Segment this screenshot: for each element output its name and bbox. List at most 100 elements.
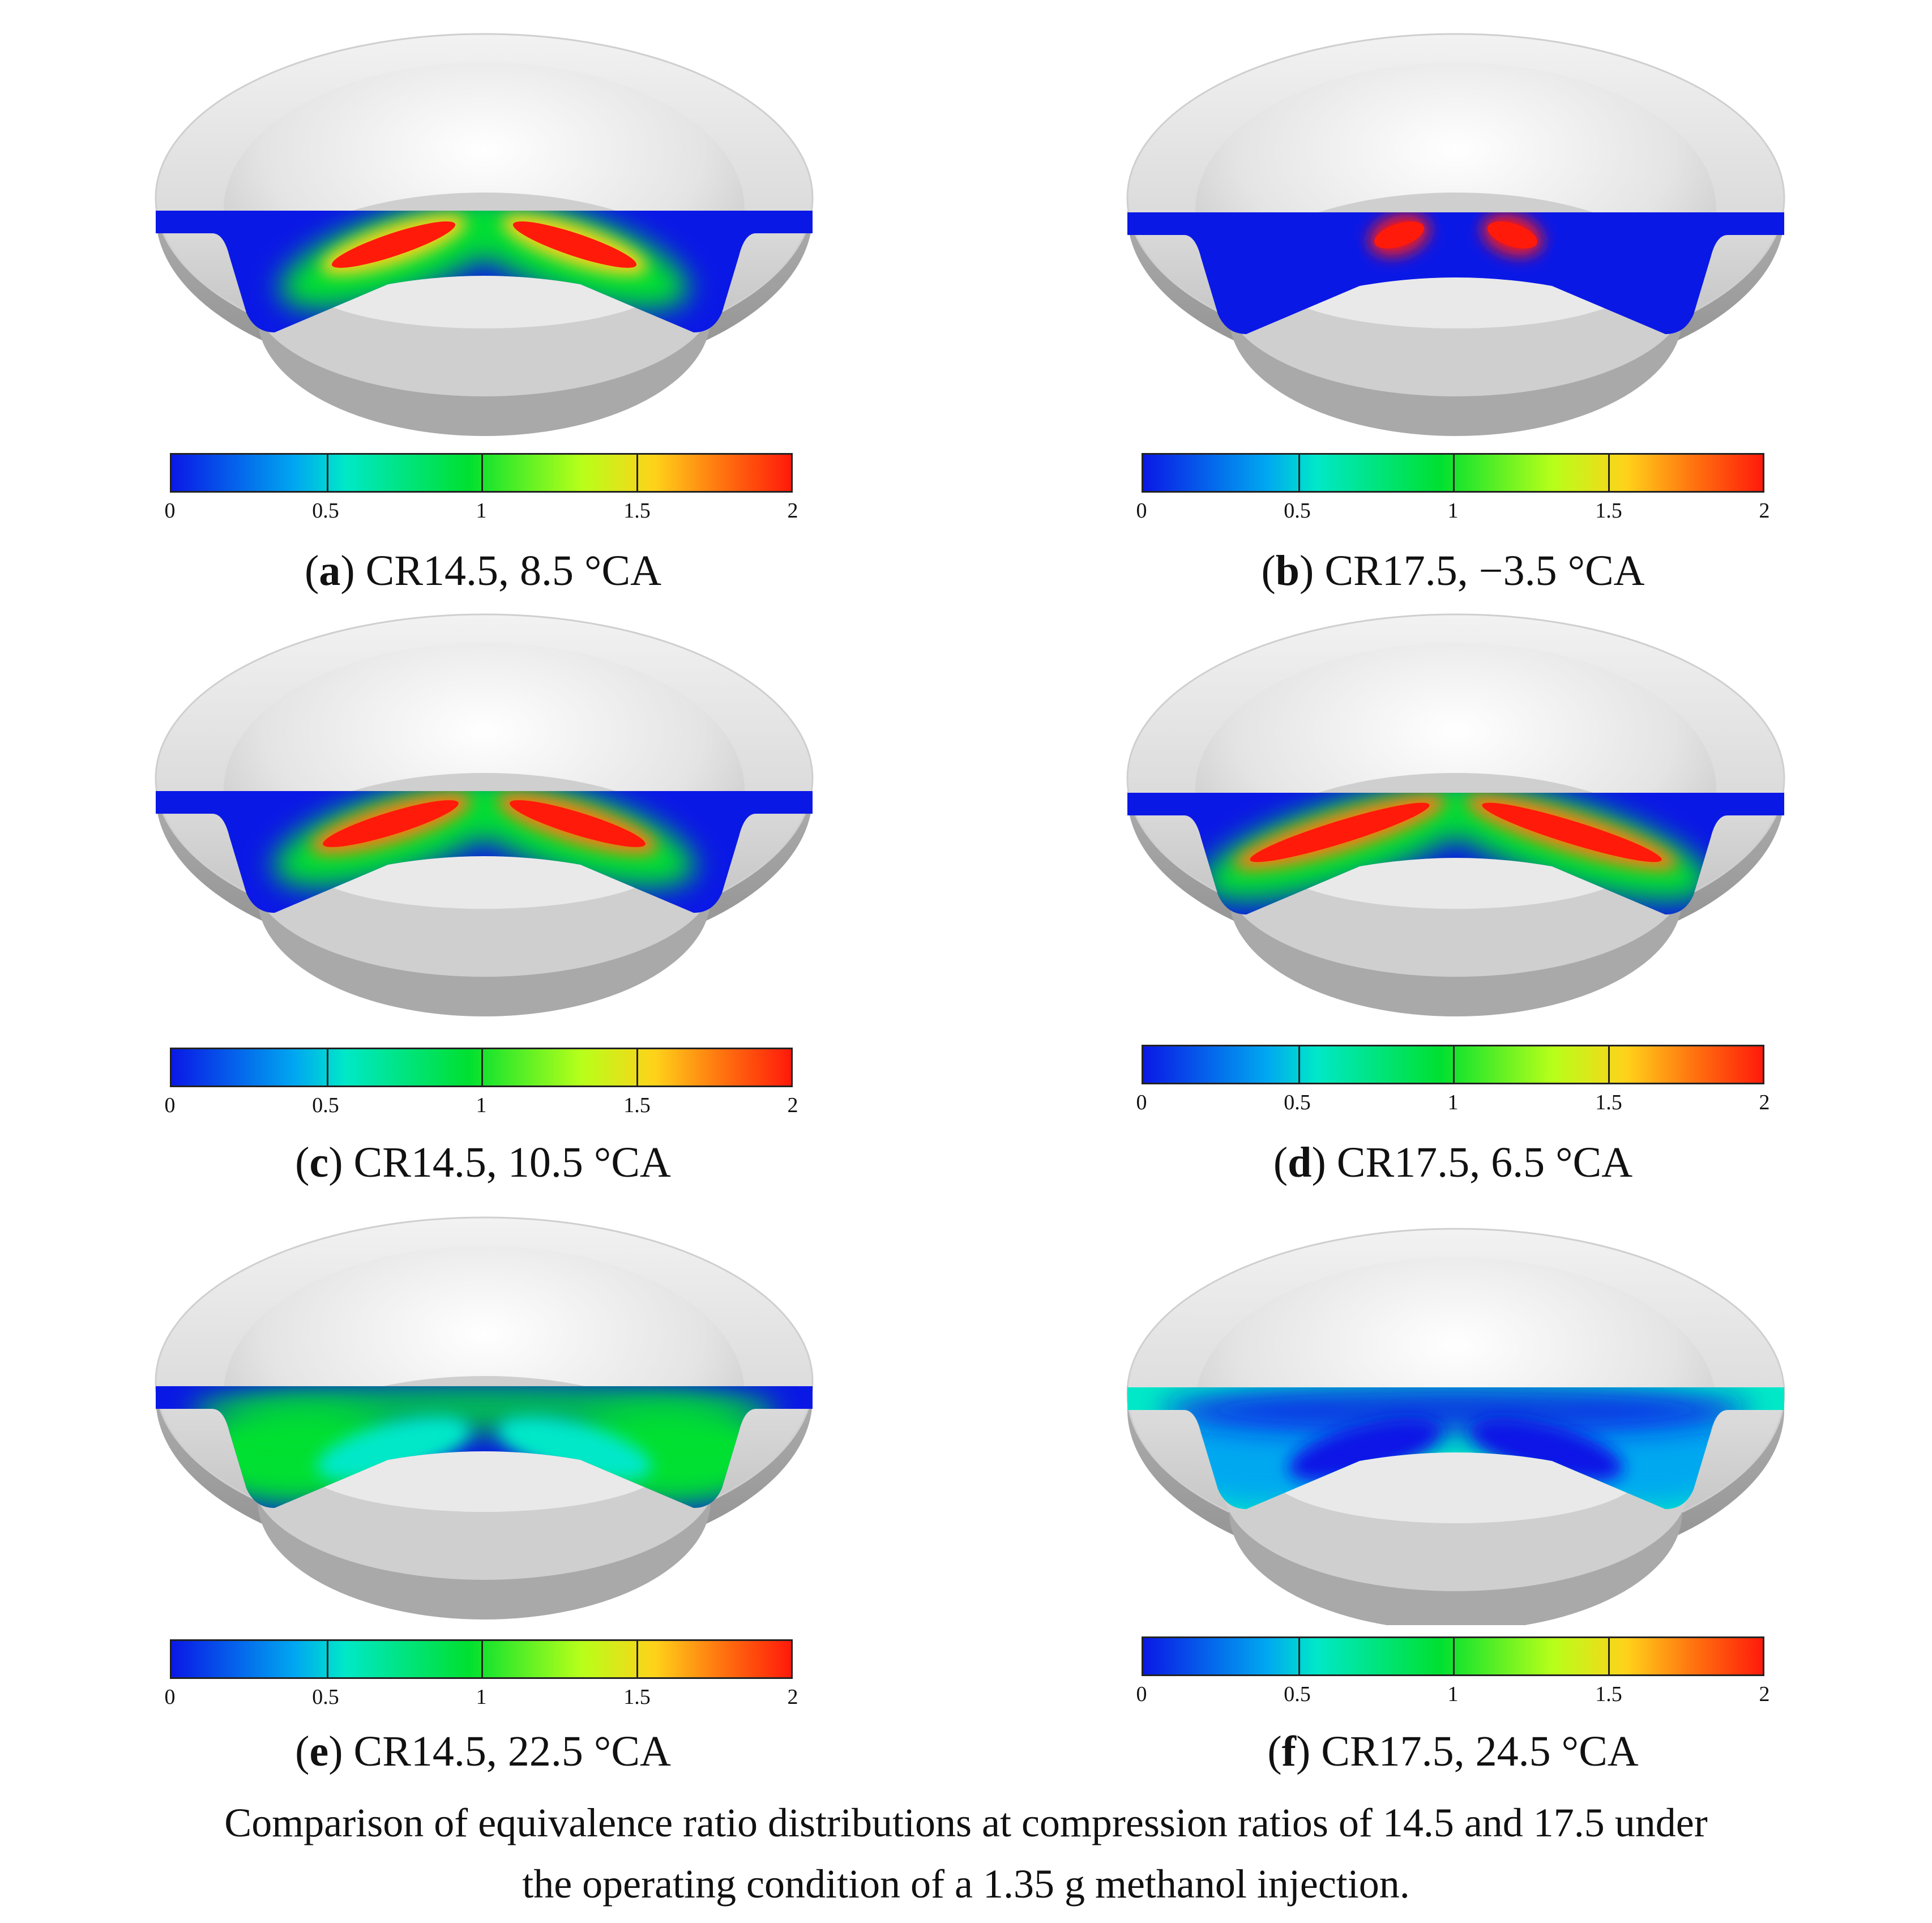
panel-d: 0 0.5 1 1.5 2 (d) CR17.5, 6.5 °CA	[966, 592, 1932, 1186]
panel-label: (f) CR17.5, 24.5 °CA	[1267, 1728, 1639, 1775]
caption-line-1: Comparison of equivalence ratio distribu…	[224, 1800, 1708, 1845]
colorbar-tick-mark	[1453, 1638, 1455, 1674]
contour-jet-core-right	[1487, 221, 1538, 249]
colorbar-tick-mark	[636, 1049, 638, 1086]
colorbar-tick-label: 1	[1447, 1091, 1459, 1114]
panel-label: (d) CR17.5, 6.5 °CA	[1273, 1139, 1633, 1186]
colorbar-tick-label: 2	[787, 1685, 798, 1709]
contour-jet-core-left	[1374, 221, 1425, 249]
contour-blob	[317, 1416, 471, 1481]
colorbar	[170, 453, 793, 493]
panel-e: 0 0.5 1 1.5 2 (e) CR14.5, 22.5 °CA	[0, 1183, 966, 1775]
piston-bowl-figure	[1126, 1228, 1785, 1625]
colorbar-tick-label: 0	[1136, 499, 1147, 523]
colorbar-tick-mark	[636, 455, 638, 491]
panel-c: 0 0.5 1 1.5 2 (c) CR14.5, 10.5 °CA	[0, 592, 966, 1186]
colorbar-tick-mark	[1453, 455, 1455, 491]
colorbar-tick-label: 2	[787, 499, 798, 523]
contour-blob	[1288, 1417, 1442, 1482]
caption-line-2: the operating condition of a 1.35 g meth…	[522, 1861, 1410, 1907]
colorbar-tick-mark	[326, 1641, 328, 1677]
panel-label: (a) CR14.5, 8.5 °CA	[305, 547, 661, 595]
panel-a: 0 0.5 1 1.5 2 (a) CR14.5, 8.5 °CA	[0, 0, 966, 595]
panel-condition: CR14.5, 8.5 °CA	[365, 547, 661, 595]
piston-bowl-figure	[155, 613, 814, 1016]
panel-condition: CR17.5, 6.5 °CA	[1336, 1139, 1633, 1186]
piston-bowl-figure	[155, 33, 814, 436]
panel-condition: CR14.5, 10.5 °CA	[353, 1139, 671, 1186]
colorbar-tick-label: 1.5	[1595, 499, 1622, 523]
colorbar-tick-mark	[636, 1641, 638, 1677]
colorbar-tick-mark	[1298, 455, 1300, 491]
colorbar-tick-label: 2	[1759, 499, 1770, 523]
colorbar-tick-mark	[481, 1641, 483, 1677]
colorbar-tick-label: 0.5	[312, 499, 339, 523]
contour-blob	[498, 1416, 652, 1481]
colorbar	[1142, 1045, 1764, 1084]
colorbar-tick-label: 1	[476, 1685, 487, 1709]
colorbar-tick-label: 0	[164, 1685, 176, 1709]
panel-condition: CR17.5, 24.5 °CA	[1321, 1728, 1639, 1775]
colorbar-tick-label: 1	[1447, 499, 1459, 523]
colorbar-tick-label: 0	[1136, 1091, 1147, 1114]
colorbar-tick-label: 2	[1759, 1091, 1770, 1114]
panel-condition: CR17.5, −3.5 °CA	[1324, 547, 1645, 595]
colorbar-tick-label: 1	[476, 499, 487, 523]
figure-caption: Comparison of equivalence ratio distribu…	[0, 1792, 1932, 1915]
piston-bowl-figure	[1126, 33, 1785, 436]
colorbar-tick-label: 1	[476, 1093, 487, 1117]
colorbar-tick-label: 0	[164, 499, 176, 523]
colorbar-tick-label: 1	[1447, 1682, 1459, 1706]
panel-condition: CR14.5, 22.5 °CA	[353, 1728, 671, 1775]
colorbar-tick-label: 0.5	[312, 1093, 339, 1117]
colorbar	[1142, 1636, 1764, 1676]
piston-bowl-figure	[1126, 613, 1785, 1016]
contour-blob	[1469, 1417, 1623, 1482]
colorbar-tick-label: 0	[164, 1093, 176, 1117]
colorbar-tick-label: 0.5	[1284, 499, 1311, 523]
contour-jet-core-left	[331, 221, 456, 268]
colorbar-tick-label: 1.5	[1595, 1091, 1622, 1114]
panel-b: 0 0.5 1 1.5 2 (b) CR17.5, −3.5 °CA	[966, 0, 1932, 595]
contour-blob	[1161, 1387, 1750, 1435]
colorbar-tick-label: 1.5	[623, 1685, 651, 1709]
colorbar	[170, 1048, 793, 1087]
contour-jet-core-left	[1250, 802, 1430, 862]
panel-letter: b	[1275, 547, 1300, 595]
colorbar-tick-label: 0.5	[1284, 1091, 1311, 1114]
colorbar	[170, 1639, 793, 1679]
colorbar-tick-mark	[1608, 1638, 1610, 1674]
panel-letter: c	[309, 1139, 329, 1186]
colorbar-tick-mark	[481, 1049, 483, 1086]
colorbar-tick-label: 1.5	[623, 499, 651, 523]
panel-letter: f	[1281, 1728, 1296, 1775]
colorbar	[1142, 453, 1764, 493]
colorbar-tick-label: 0	[1136, 1682, 1147, 1706]
colorbar-tick-label: 0.5	[1284, 1682, 1311, 1706]
panel-letter: d	[1288, 1139, 1312, 1186]
contour-jet-core-left	[323, 800, 459, 847]
colorbar-tick-label: 2	[1759, 1682, 1770, 1706]
contour-blob	[190, 1386, 779, 1434]
colorbar-tick-mark	[326, 1049, 328, 1086]
colorbar-tick-label: 0.5	[312, 1685, 339, 1709]
contour-jet-core-right	[510, 800, 646, 847]
contour-jet-core-right	[512, 221, 637, 268]
colorbar-tick-label: 2	[787, 1093, 798, 1117]
panel-label: (c) CR14.5, 10.5 °CA	[295, 1139, 671, 1186]
panel-letter: a	[319, 547, 341, 595]
colorbar-tick-mark	[1298, 1046, 1300, 1083]
colorbar-tick-mark	[481, 455, 483, 491]
panel-label: (b) CR17.5, −3.5 °CA	[1261, 547, 1645, 595]
colorbar-tick-mark	[1298, 1638, 1300, 1674]
piston-bowl-figure	[155, 1216, 814, 1619]
panel-letter: e	[309, 1728, 329, 1775]
colorbar-tick-label: 1.5	[1595, 1682, 1622, 1706]
contour-jet-core-right	[1482, 802, 1662, 862]
colorbar-tick-mark	[1608, 1046, 1610, 1083]
panel-label: (e) CR14.5, 22.5 °CA	[295, 1728, 671, 1775]
colorbar-tick-mark	[1453, 1046, 1455, 1083]
colorbar-tick-mark	[326, 455, 328, 491]
colorbar-tick-mark	[1608, 455, 1610, 491]
colorbar-tick-label: 1.5	[623, 1093, 651, 1117]
